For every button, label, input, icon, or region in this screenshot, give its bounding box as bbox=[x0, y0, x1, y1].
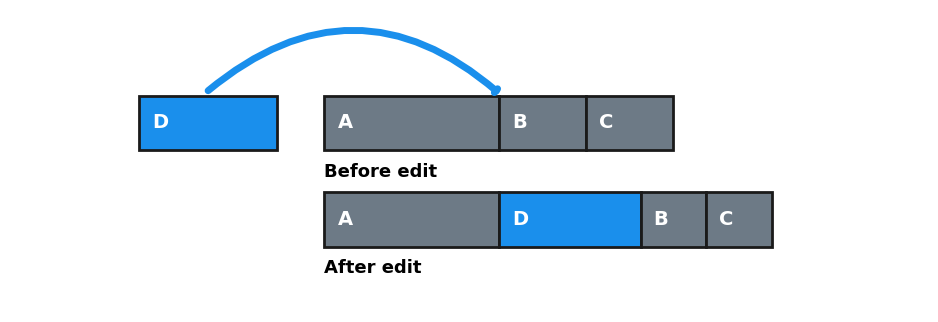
Text: B: B bbox=[512, 113, 527, 132]
Text: C: C bbox=[599, 113, 613, 132]
Bar bbox=[586, 96, 673, 150]
Text: A: A bbox=[338, 113, 353, 132]
Bar bbox=[325, 192, 499, 247]
Text: D: D bbox=[512, 210, 528, 229]
Text: A: A bbox=[338, 210, 353, 229]
Bar bbox=[325, 96, 499, 150]
Bar bbox=[139, 96, 278, 150]
Bar bbox=[499, 192, 641, 247]
Text: D: D bbox=[152, 113, 168, 132]
Text: After edit: After edit bbox=[325, 259, 422, 277]
Bar bbox=[706, 192, 771, 247]
Bar bbox=[499, 96, 586, 150]
Text: C: C bbox=[719, 210, 734, 229]
Bar bbox=[641, 192, 706, 247]
Text: B: B bbox=[654, 210, 669, 229]
Text: Before edit: Before edit bbox=[325, 163, 437, 181]
